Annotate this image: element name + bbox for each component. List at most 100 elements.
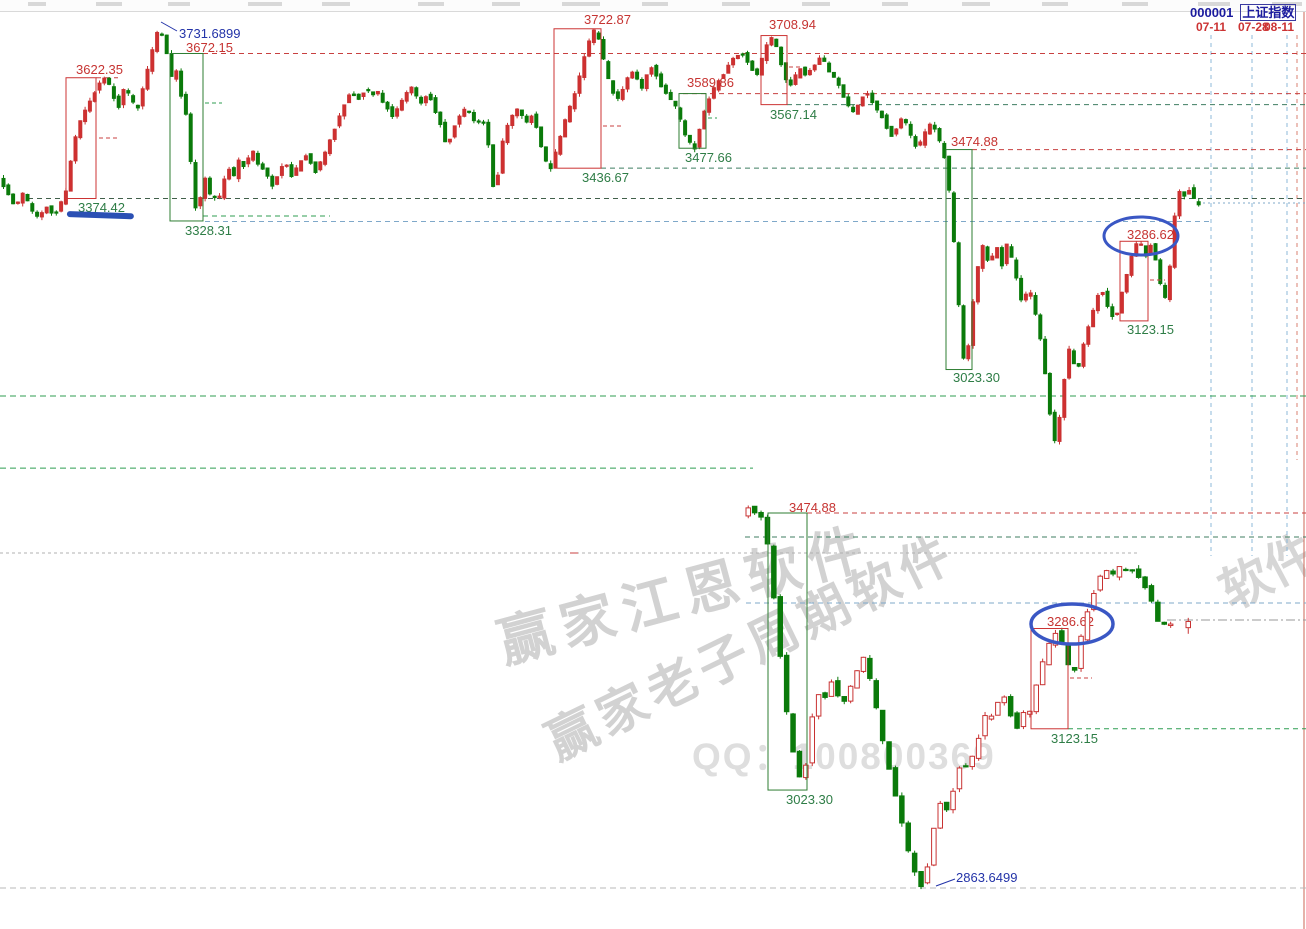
- candle-body: [692, 143, 697, 150]
- top-artifact-mark: [1042, 2, 1068, 6]
- candle-body: [159, 33, 164, 36]
- highlight-marker[interactable]: [66, 211, 134, 220]
- candle-body: [886, 741, 892, 770]
- candle-body: [947, 155, 952, 191]
- candle-body: [476, 120, 481, 123]
- swing-box[interactable]: [678, 93, 707, 149]
- candle-body: [937, 802, 943, 829]
- candle-body: [879, 110, 884, 119]
- candle-body: [78, 120, 83, 139]
- candle-body: [963, 765, 969, 768]
- candle-body: [1091, 309, 1096, 328]
- candle-body: [639, 78, 644, 89]
- candle-body: [111, 86, 116, 99]
- candle-body: [491, 144, 496, 187]
- candle-body: [1167, 265, 1172, 301]
- candle-body: [1071, 667, 1078, 671]
- swing-box[interactable]: [767, 512, 808, 791]
- candle-body: [193, 162, 198, 209]
- candle-body: [462, 108, 467, 117]
- stock-name[interactable]: 上证指数: [1240, 4, 1297, 21]
- candle-body: [116, 95, 121, 108]
- candle-body: [227, 168, 232, 180]
- candle-body: [817, 57, 822, 65]
- candle-body: [988, 715, 995, 720]
- candle-body: [1139, 243, 1144, 246]
- candle-body: [931, 827, 937, 866]
- highlight-ellipse[interactable]: [1029, 602, 1115, 646]
- candle-body: [1078, 635, 1084, 669]
- candle-body: [121, 89, 126, 106]
- candle-body: [911, 852, 918, 873]
- candle-body: [913, 136, 918, 147]
- candle-body: [950, 790, 956, 811]
- candle-body: [587, 40, 592, 57]
- candle-body: [212, 195, 217, 199]
- candle-body: [943, 801, 950, 811]
- candle-body: [1097, 575, 1103, 591]
- candle-body: [577, 75, 582, 94]
- candle-body: [1167, 623, 1174, 627]
- swing-box[interactable]: [169, 52, 204, 222]
- candle-body: [543, 146, 548, 162]
- candle-body: [582, 56, 587, 78]
- candle-body: [6, 184, 11, 196]
- top-edge-artifacts: [0, 0, 1306, 12]
- candle-body: [687, 134, 692, 143]
- candle-body: [1014, 712, 1020, 729]
- candle-body: [54, 211, 59, 214]
- candle-body: [351, 93, 356, 97]
- swing-box[interactable]: [1119, 240, 1149, 322]
- candle-body: [815, 694, 822, 717]
- swing-box[interactable]: [945, 149, 973, 371]
- date-label-1: 07-11: [1196, 20, 1227, 34]
- candle-body: [721, 74, 726, 79]
- top-artifact-mark: [882, 2, 908, 6]
- candle-body: [1019, 277, 1024, 301]
- candle-body: [289, 164, 294, 178]
- candle-body: [615, 91, 620, 99]
- candle-body: [827, 62, 832, 73]
- candle-body: [1004, 243, 1009, 265]
- candle-body: [1062, 378, 1067, 418]
- candle-body: [683, 120, 688, 136]
- candle-body: [505, 124, 510, 144]
- candle-body: [323, 151, 328, 165]
- candle-body: [1027, 710, 1033, 715]
- price-label: 3286.62: [1127, 227, 1174, 242]
- candle-body: [231, 167, 236, 177]
- price-label: 3023.30: [953, 370, 1000, 385]
- candle-body: [860, 656, 867, 672]
- candle-body: [1187, 189, 1192, 195]
- candle-body: [1182, 191, 1187, 197]
- candle-body: [419, 96, 424, 104]
- candle-body: [558, 135, 563, 155]
- candle-body: [889, 125, 894, 137]
- candle-body: [1129, 569, 1135, 572]
- candle-body: [779, 46, 784, 66]
- stock-code[interactable]: 000001: [1190, 5, 1234, 20]
- swing-box[interactable]: [1030, 627, 1069, 730]
- candle-body: [107, 77, 112, 85]
- candle-body: [1148, 585, 1155, 602]
- candle-body: [923, 131, 928, 146]
- candle-body: [25, 193, 30, 202]
- candle-body: [423, 96, 428, 104]
- candle-body: [841, 696, 847, 702]
- candle-body: [735, 54, 740, 60]
- highlight-ellipse[interactable]: [1102, 215, 1180, 257]
- candle-body: [539, 126, 544, 148]
- price-label: 3474.88: [789, 500, 836, 515]
- swing-box[interactable]: [760, 35, 788, 106]
- candles-layer: [1, 28, 1201, 890]
- swing-box[interactable]: [553, 28, 602, 169]
- candle-body: [1046, 642, 1052, 666]
- candle-body: [851, 106, 856, 113]
- swing-box[interactable]: [65, 77, 97, 200]
- candle-body: [1023, 293, 1028, 301]
- candle-body: [836, 77, 841, 86]
- candle-body: [270, 175, 275, 187]
- candle-series-cycle-zoom: [745, 505, 1191, 890]
- candle-body: [486, 121, 491, 146]
